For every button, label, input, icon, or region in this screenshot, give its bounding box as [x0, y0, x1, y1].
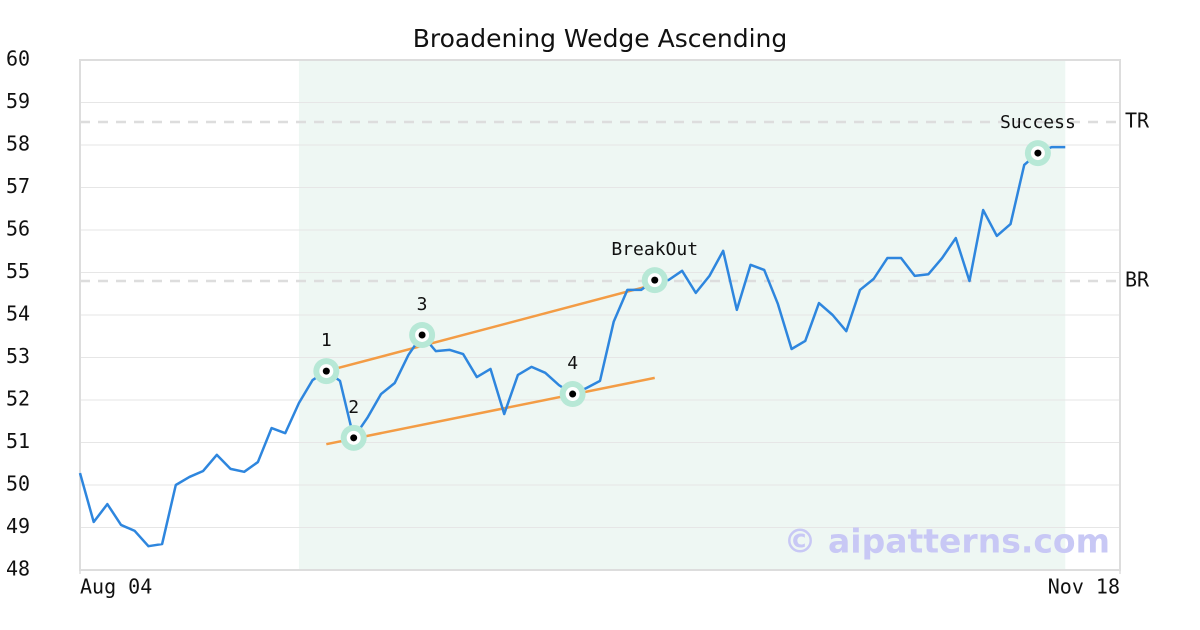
y-tick-label: 52	[6, 387, 30, 411]
point-dot	[1034, 149, 1042, 157]
trend-line	[326, 376, 655, 446]
y-tick-label: 49	[6, 514, 30, 538]
y-tick-label: 58	[6, 132, 30, 156]
y-tick-label: 50	[6, 472, 30, 496]
y-tick-label: 60	[6, 47, 30, 71]
trend-line	[325, 283, 656, 373]
watermark: © aipatterns.com	[784, 522, 1110, 561]
chart-title: Broadening Wedge Ascending	[413, 24, 788, 53]
y-tick-label: 51	[6, 429, 30, 453]
y-tick-label: 48	[6, 557, 30, 581]
y-tick-label: 54	[6, 302, 30, 326]
point-label: 1	[321, 330, 332, 351]
point-dot	[322, 367, 330, 375]
point-label: 3	[417, 294, 428, 315]
x-tick-label: Aug 04	[80, 575, 152, 599]
plot-frame	[79, 59, 1121, 571]
y-tick-label: 55	[6, 259, 30, 283]
y-tick-label: 56	[6, 217, 30, 241]
point-dot	[350, 434, 358, 442]
level-label: BR	[1125, 268, 1150, 292]
point-dot	[418, 331, 426, 339]
point-label: 4	[567, 353, 578, 374]
point-label: 2	[348, 397, 359, 418]
y-tick-label: 59	[6, 89, 30, 113]
point-dot	[651, 276, 659, 284]
x-tick-label: Nov 18	[1048, 575, 1120, 599]
point-dot	[569, 390, 577, 398]
level-label: TR	[1125, 109, 1150, 133]
y-tick-label: 53	[6, 344, 30, 368]
point-label: BreakOut	[611, 239, 698, 260]
point-label: Success	[1000, 112, 1076, 133]
y-tick-label: 57	[6, 174, 30, 198]
